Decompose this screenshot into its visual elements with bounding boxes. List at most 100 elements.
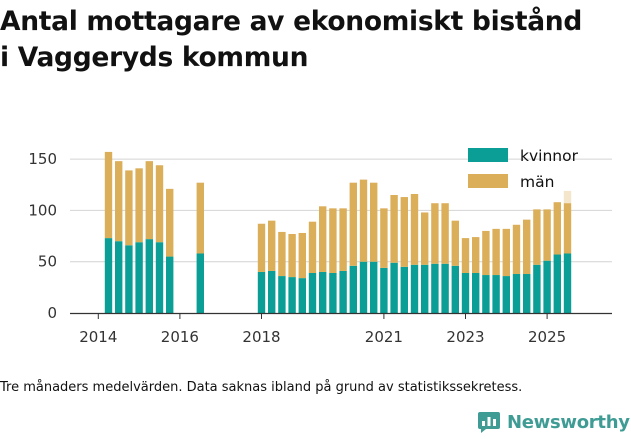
bar-kvinnor-2019-Q4 (329, 272, 337, 313)
bar-kvinnor-2014-Q3 (115, 241, 123, 313)
axis: 0 50 100 150 2014 2016 2018 2021 2023 2025 (28, 150, 612, 346)
bar-kvinnor-2016-Q3 (196, 253, 204, 313)
x-tick-label-2023: 2023 (446, 328, 484, 346)
bar-kvinnor-2015-Q2 (145, 239, 153, 313)
bar-man-2018-Q2 (268, 220, 276, 271)
bar-man-2016-Q3 (196, 182, 204, 254)
bar-kvinnor-2022-Q2 (431, 263, 439, 313)
bar-kvinnor-2024-Q1 (502, 276, 510, 313)
bar-kvinnor-2021-Q1 (380, 267, 388, 313)
chart-title-line-1: Antal mottagare av ekonomiskt bistånd (0, 6, 583, 37)
bar-man-2015-Q2 (145, 161, 153, 240)
bar-kvinnor-2022-Q3 (441, 263, 449, 313)
legend-swatch-man (468, 174, 508, 188)
bar-man-2023-Q2 (472, 237, 480, 273)
bar-man-2023-Q4 (492, 228, 500, 276)
bar-kvinnor-2015-Q4 (166, 256, 174, 313)
bar-chart-logo-icon (478, 412, 500, 433)
y-tick-label-0: 0 (47, 304, 57, 322)
y-tick-label-100: 100 (28, 201, 57, 219)
bar-man-2022-Q2 (431, 203, 439, 264)
bar-kvinnor-2023-Q4 (492, 275, 500, 313)
bar-man-2025-Q1 (543, 209, 551, 261)
bar-man-2019-Q4 (329, 208, 337, 273)
bar-man-2025-Q3 (563, 203, 572, 254)
bar-man-2019-Q2 (308, 221, 317, 273)
bar-kvinnor-2025-Q3 (563, 253, 572, 313)
legend-swatch-kvinnor (468, 148, 508, 162)
brand-name: Newsworthy (507, 411, 630, 433)
bar-man-2020-Q2 (349, 182, 357, 266)
bar-kvinnor-2015-Q1 (135, 242, 143, 313)
bar-kvinnor-2025-Q1 (543, 260, 551, 313)
bar-kvinnor-2024-Q3 (523, 274, 531, 313)
x-tick-label-2025: 2025 (528, 328, 566, 346)
bar-man-2021-Q4 (410, 193, 419, 265)
bar-man-2024-Q2 (512, 224, 521, 275)
bar-man-2024-Q1 (502, 228, 510, 277)
bar-kvinnor-2022-Q4 (451, 265, 459, 313)
chart-title: Antal mottagare av ekonomiskt bistånd i … (0, 4, 631, 76)
bar-man-2020-Q4 (370, 182, 378, 262)
bar-kvinnor-2020-Q2 (349, 265, 357, 313)
bar-preliminary-2025-Q3 (563, 190, 572, 204)
y-tick-label-50: 50 (38, 253, 57, 271)
bar-kvinnor-2019-Q1 (298, 278, 306, 313)
brand-logo: Newsworthy (477, 407, 630, 437)
bar-man-2015-Q4 (166, 188, 174, 257)
legend-label-kvinnor: kvinnor (520, 147, 579, 165)
chart-title-line-2: i Vaggeryds kommun (0, 42, 309, 73)
bar-man-2018-Q1 (257, 223, 266, 272)
bar-man-2022-Q3 (441, 203, 449, 264)
bar-man-2021-Q2 (390, 195, 398, 263)
bar-man-2024-Q3 (523, 219, 531, 275)
bar-kvinnor-2014-Q4 (125, 245, 133, 313)
bar-kvinnor-2021-Q2 (390, 262, 398, 313)
bar-kvinnor-2018-Q1 (257, 271, 266, 313)
bar-kvinnor-2020-Q4 (370, 261, 378, 313)
bar-kvinnor-2024-Q2 (512, 274, 521, 313)
bar-kvinnor-2023-Q2 (472, 272, 480, 313)
x-tick-label-2016: 2016 (161, 328, 199, 346)
bar-man-2021-Q1 (380, 208, 388, 268)
bar-kvinnor-2021-Q4 (410, 264, 419, 313)
bar-man-2020-Q1 (339, 208, 347, 271)
bar-marks (104, 151, 572, 313)
bar-kvinnor-2019-Q2 (308, 272, 317, 313)
bar-man-2019-Q1 (298, 232, 306, 279)
bar-kvinnor-2025-Q2 (553, 254, 561, 313)
bar-kvinnor-2023-Q1 (461, 272, 470, 313)
x-tick-label-2018: 2018 (242, 328, 280, 346)
bar-man-2014-Q4 (125, 170, 133, 246)
bar-man-2019-Q3 (319, 206, 327, 272)
y-tick-label-150: 150 (28, 150, 57, 168)
legend-label-man: män (520, 173, 554, 191)
bar-kvinnor-2023-Q3 (482, 275, 490, 313)
bar-man-2020-Q3 (359, 179, 368, 262)
bar-kvinnor-2024-Q4 (533, 264, 541, 313)
bar-kvinnor-2020-Q1 (339, 270, 347, 313)
bar-kvinnor-2020-Q3 (359, 261, 368, 313)
bar-man-2015-Q1 (135, 168, 143, 243)
bar-man-2015-Q3 (155, 165, 164, 243)
bar-man-2024-Q4 (533, 209, 541, 265)
bar-kvinnor-2021-Q3 (400, 266, 408, 313)
bar-kvinnor-2018-Q3 (278, 276, 286, 313)
bar-kvinnor-2019-Q3 (319, 271, 327, 313)
x-tick-label-2014: 2014 (79, 328, 117, 346)
footnote: Tre månaders medelvärden. Data saknas ib… (0, 380, 523, 395)
bar-kvinnor-2014-Q2 (104, 238, 113, 313)
bar-man-2014-Q2 (104, 151, 113, 239)
bar-kvinnor-2015-Q3 (155, 242, 164, 313)
legend: kvinnor män (468, 147, 579, 191)
bar-kvinnor-2018-Q4 (288, 277, 296, 313)
bar-kvinnor-2018-Q2 (268, 270, 276, 313)
bar-man-2014-Q3 (115, 161, 123, 242)
x-tick-label-2021: 2021 (365, 328, 403, 346)
bar-man-2022-Q1 (421, 212, 429, 265)
bar-kvinnor-2022-Q1 (421, 264, 429, 313)
bar-man-2023-Q1 (461, 238, 470, 273)
bar-man-2018-Q3 (278, 231, 286, 277)
bar-man-2023-Q3 (482, 230, 490, 276)
